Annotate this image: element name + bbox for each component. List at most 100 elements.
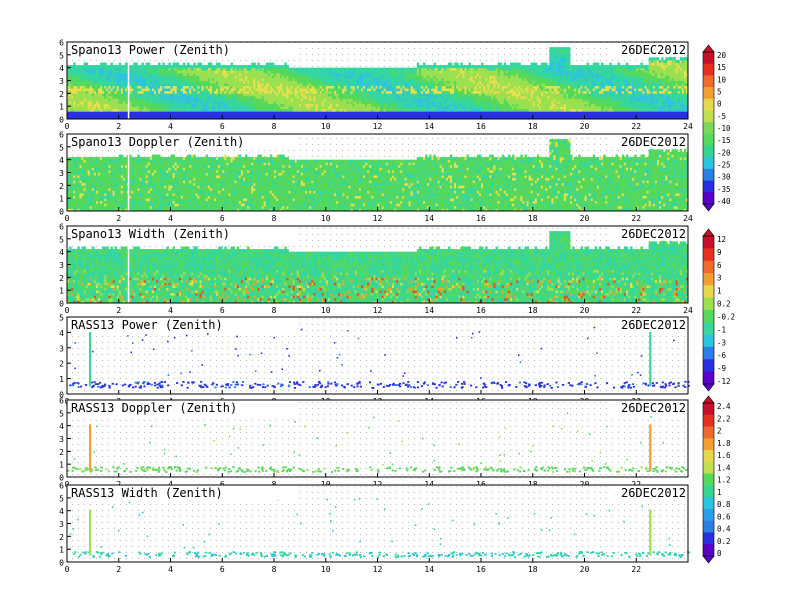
heatmap-cell (77, 95, 80, 99)
heatmap-cell (120, 106, 124, 110)
heatmap-cell (93, 108, 97, 112)
heatmap-cell (110, 70, 113, 74)
heatmap-cell (133, 113, 136, 117)
heatmap-cell (87, 95, 91, 99)
heatmap-cell (133, 83, 136, 87)
heatmap-cell (122, 98, 126, 102)
heatmap-cell (133, 101, 136, 104)
heatmap-cell (122, 88, 126, 92)
heatmap-cell (106, 90, 109, 94)
heatmap-cell (122, 111, 126, 115)
heatmap-cell (106, 65, 109, 69)
heatmap-cell (124, 70, 128, 74)
heatmap-cell (135, 108, 138, 112)
heatmap-cell (133, 106, 136, 110)
heatmap-cell (95, 106, 99, 110)
heatmap-cell (137, 93, 140, 97)
heatmap-cell (93, 85, 97, 89)
heatmap-cell (106, 75, 109, 79)
heatmap-cell (135, 111, 138, 115)
heatmap-cell (118, 65, 122, 69)
heatmap-cell (73, 113, 76, 117)
heatmap-cell (106, 108, 109, 112)
heatmap-cell (81, 75, 84, 79)
heatmap-cell (129, 88, 132, 92)
heatmap-cell (71, 88, 74, 92)
heatmap-cell (137, 67, 140, 71)
heatmap-cell (118, 72, 122, 76)
heatmap-cell (104, 113, 107, 117)
heatmap-cell (77, 88, 80, 92)
heatmap-cell (79, 90, 82, 94)
heatmap-cell (129, 80, 132, 84)
heatmap-cell (89, 90, 93, 94)
heatmap-cell (95, 116, 99, 120)
heatmap-cell (114, 90, 118, 94)
heatmap-cell (69, 75, 72, 79)
heatmap-cell (218, 62, 221, 66)
heatmap-cell (69, 93, 72, 97)
heatmap-cell (79, 93, 82, 97)
heatmap-cell (112, 70, 116, 74)
heatmap-cell (108, 113, 111, 117)
heatmap-cell (135, 77, 138, 81)
heatmap-cell (93, 77, 97, 81)
heatmap-cell (79, 85, 82, 89)
heatmap-cell (71, 75, 74, 79)
heatmap-cell (89, 75, 93, 79)
heatmap-cell (503, 62, 507, 66)
heatmap-cell (110, 65, 113, 69)
heatmap-cell (137, 108, 140, 112)
heatmap-cell (135, 95, 138, 99)
heatmap-cell (118, 101, 122, 104)
heatmap-cell (124, 106, 128, 110)
heatmap-cell (69, 113, 72, 117)
heatmap-cell (137, 85, 140, 89)
heatmap-cell (100, 67, 103, 71)
heatmap-cell (100, 77, 103, 81)
heatmap-cell (73, 101, 76, 104)
heatmap-cell (67, 108, 70, 112)
heatmap-cell (71, 108, 74, 112)
heatmap-cell (89, 65, 93, 69)
heatmap-cell (93, 111, 97, 115)
heatmap-cell (85, 103, 89, 107)
heatmap-cell (120, 83, 124, 87)
heatmap-cell (114, 98, 118, 102)
heatmap-cell (116, 67, 120, 71)
heatmap-cell (104, 111, 107, 115)
heatmap-cell (73, 90, 76, 94)
heatmap-cell (120, 85, 124, 89)
heatmap-cell (122, 93, 126, 97)
heatmap-cell (129, 67, 132, 71)
heatmap-cell (71, 77, 74, 81)
heatmap-cell (139, 116, 142, 120)
heatmap-cell (98, 83, 101, 87)
heatmap-cell (114, 65, 118, 69)
heatmap-cell (199, 62, 202, 66)
heatmap-cell (131, 113, 134, 117)
heatmap-cell (87, 77, 91, 81)
heatmap-cell (139, 108, 142, 112)
heatmap-cell (104, 106, 107, 110)
heatmap-cell (118, 70, 122, 74)
heatmap-cell (106, 103, 109, 107)
heatmap-cell (139, 93, 142, 97)
heatmap-cell (102, 98, 105, 102)
heatmap-cell (75, 67, 78, 71)
heatmap-cell (139, 65, 142, 69)
heatmap-cell (114, 70, 118, 74)
heatmap-cell (112, 75, 116, 79)
heatmap-cell (137, 72, 140, 76)
heatmap-cell (120, 95, 124, 99)
heatmap-cell (102, 83, 105, 87)
heatmap-cell (114, 108, 118, 112)
heatmap-cell (106, 95, 109, 99)
heatmap-cell (91, 106, 95, 110)
heatmap-cell (137, 103, 140, 107)
heatmap-cell (93, 98, 97, 102)
heatmap-cell (124, 75, 128, 79)
heatmap-cell (112, 80, 116, 84)
heatmap-cell (81, 85, 84, 89)
heatmap-cell (118, 113, 122, 117)
